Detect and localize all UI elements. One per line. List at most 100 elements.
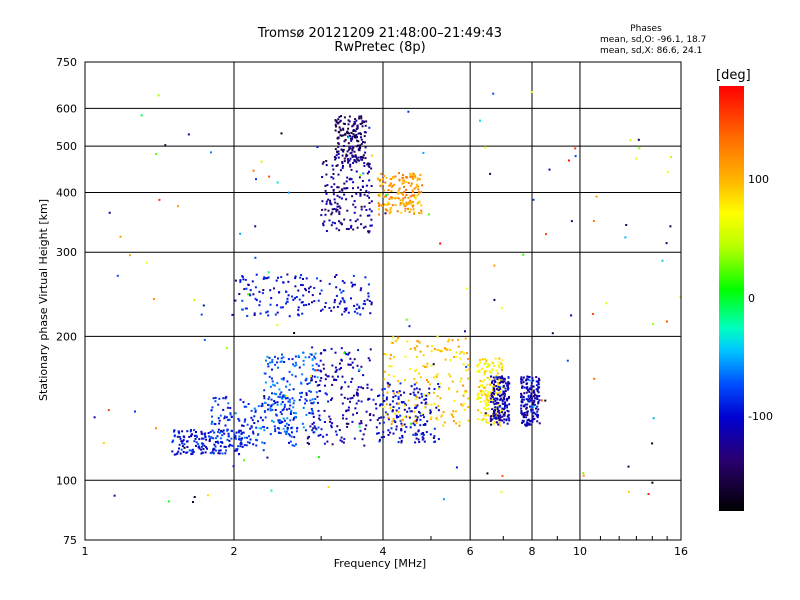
scatter-point: [479, 397, 482, 399]
scatter-point: [490, 371, 493, 374]
scatter-point: [453, 356, 455, 358]
scatter-point: [535, 380, 538, 383]
scatter-point: [158, 198, 161, 201]
scatter-point: [504, 390, 507, 392]
scatter-point: [411, 194, 414, 197]
scatter-point: [302, 363, 305, 366]
scatter-point: [218, 452, 221, 455]
scatter-point: [413, 174, 415, 177]
scatter-point: [415, 186, 418, 189]
scatter-point: [288, 441, 290, 444]
scatter-point: [325, 173, 328, 176]
scatter-point: [181, 430, 184, 433]
scatter-point: [331, 221, 334, 224]
scatter-point: [277, 357, 279, 360]
scatter-point: [264, 416, 267, 419]
scatter-point: [409, 348, 412, 350]
scatter-point: [292, 418, 295, 421]
scatter-point: [202, 444, 205, 447]
scatter-point: [501, 419, 504, 422]
scatter-point: [496, 408, 499, 411]
scatter-point: [409, 410, 412, 413]
scatter-point: [493, 388, 496, 391]
scatter-point: [338, 220, 340, 223]
scatter-point: [384, 411, 387, 414]
scatter-point: [414, 196, 417, 199]
scatter-point: [217, 431, 220, 433]
scatter-point: [385, 413, 388, 416]
scatter-point: [530, 410, 533, 413]
scatter-point: [379, 180, 381, 183]
scatter-point: [274, 363, 277, 366]
scatter-point: [323, 220, 326, 223]
scatter-point: [325, 192, 328, 195]
scatter-point: [226, 419, 229, 422]
scatter-point: [375, 426, 378, 429]
scatter-point: [529, 420, 531, 423]
scatter-point: [533, 403, 536, 406]
scatter-point: [353, 437, 356, 440]
scatter-point: [497, 381, 500, 384]
scatter-point: [369, 413, 372, 416]
y-tick-label: 400: [56, 186, 77, 199]
scatter-point: [503, 398, 506, 401]
scatter-point: [186, 446, 189, 448]
scatter-point: [489, 417, 492, 420]
scatter-point: [401, 418, 404, 421]
scatter-point: [280, 377, 283, 380]
scatter-point: [336, 425, 339, 428]
scatter-point: [272, 420, 275, 423]
scatter-point: [331, 208, 334, 211]
scatter-point: [261, 419, 264, 422]
scatter-point: [419, 424, 422, 427]
scatter-point: [505, 419, 508, 422]
scatter-point: [501, 411, 504, 414]
scatter-point: [487, 407, 490, 410]
scatter-point: [530, 408, 532, 411]
scatter-point: [190, 435, 193, 438]
scatter-point: [315, 363, 318, 366]
scatter-point: [277, 366, 279, 369]
scatter-point: [282, 356, 285, 359]
scatter-point: [452, 420, 455, 423]
scatter-point: [280, 276, 283, 278]
scatter-point: [532, 198, 535, 201]
scatter-point: [186, 451, 189, 454]
scatter-point: [526, 421, 528, 424]
scatter-point: [416, 340, 419, 343]
scatter-point: [350, 151, 353, 154]
scatter-point: [533, 417, 536, 420]
scatter-point: [491, 386, 494, 388]
scatter-point: [388, 202, 391, 205]
scatter-point: [348, 363, 351, 366]
scatter-point: [341, 313, 343, 316]
scatter-point: [280, 391, 283, 394]
scatter-point: [357, 386, 360, 389]
x-axis-ticks: 1 2 4 6 8 10 16: [82, 536, 688, 558]
scatter-point: [179, 452, 182, 455]
scatter-point: [392, 375, 395, 378]
scatter-point: [496, 378, 499, 381]
scatter-point: [441, 414, 443, 417]
scatter-point: [363, 141, 366, 144]
scatter-point: [522, 381, 525, 384]
scatter-point: [309, 375, 312, 378]
scatter-point: [245, 287, 248, 290]
scatter-point: [411, 205, 414, 208]
scatter-point: [401, 401, 404, 404]
scatter-point: [311, 398, 314, 401]
scatter-point: [279, 396, 281, 399]
scatter-point: [360, 138, 363, 141]
scatter-point: [328, 282, 331, 285]
scatter-point: [415, 422, 418, 424]
scatter-point: [351, 138, 354, 141]
scatter-point: [486, 366, 489, 368]
scatter-point: [266, 355, 269, 358]
scatter-point: [153, 298, 155, 300]
scatter-point: [302, 351, 304, 354]
scatter-point: [432, 437, 435, 439]
scatter-point: [479, 359, 481, 361]
scatter-point: [178, 443, 181, 446]
scatter-point: [221, 441, 224, 444]
scatter-point: [394, 340, 397, 343]
